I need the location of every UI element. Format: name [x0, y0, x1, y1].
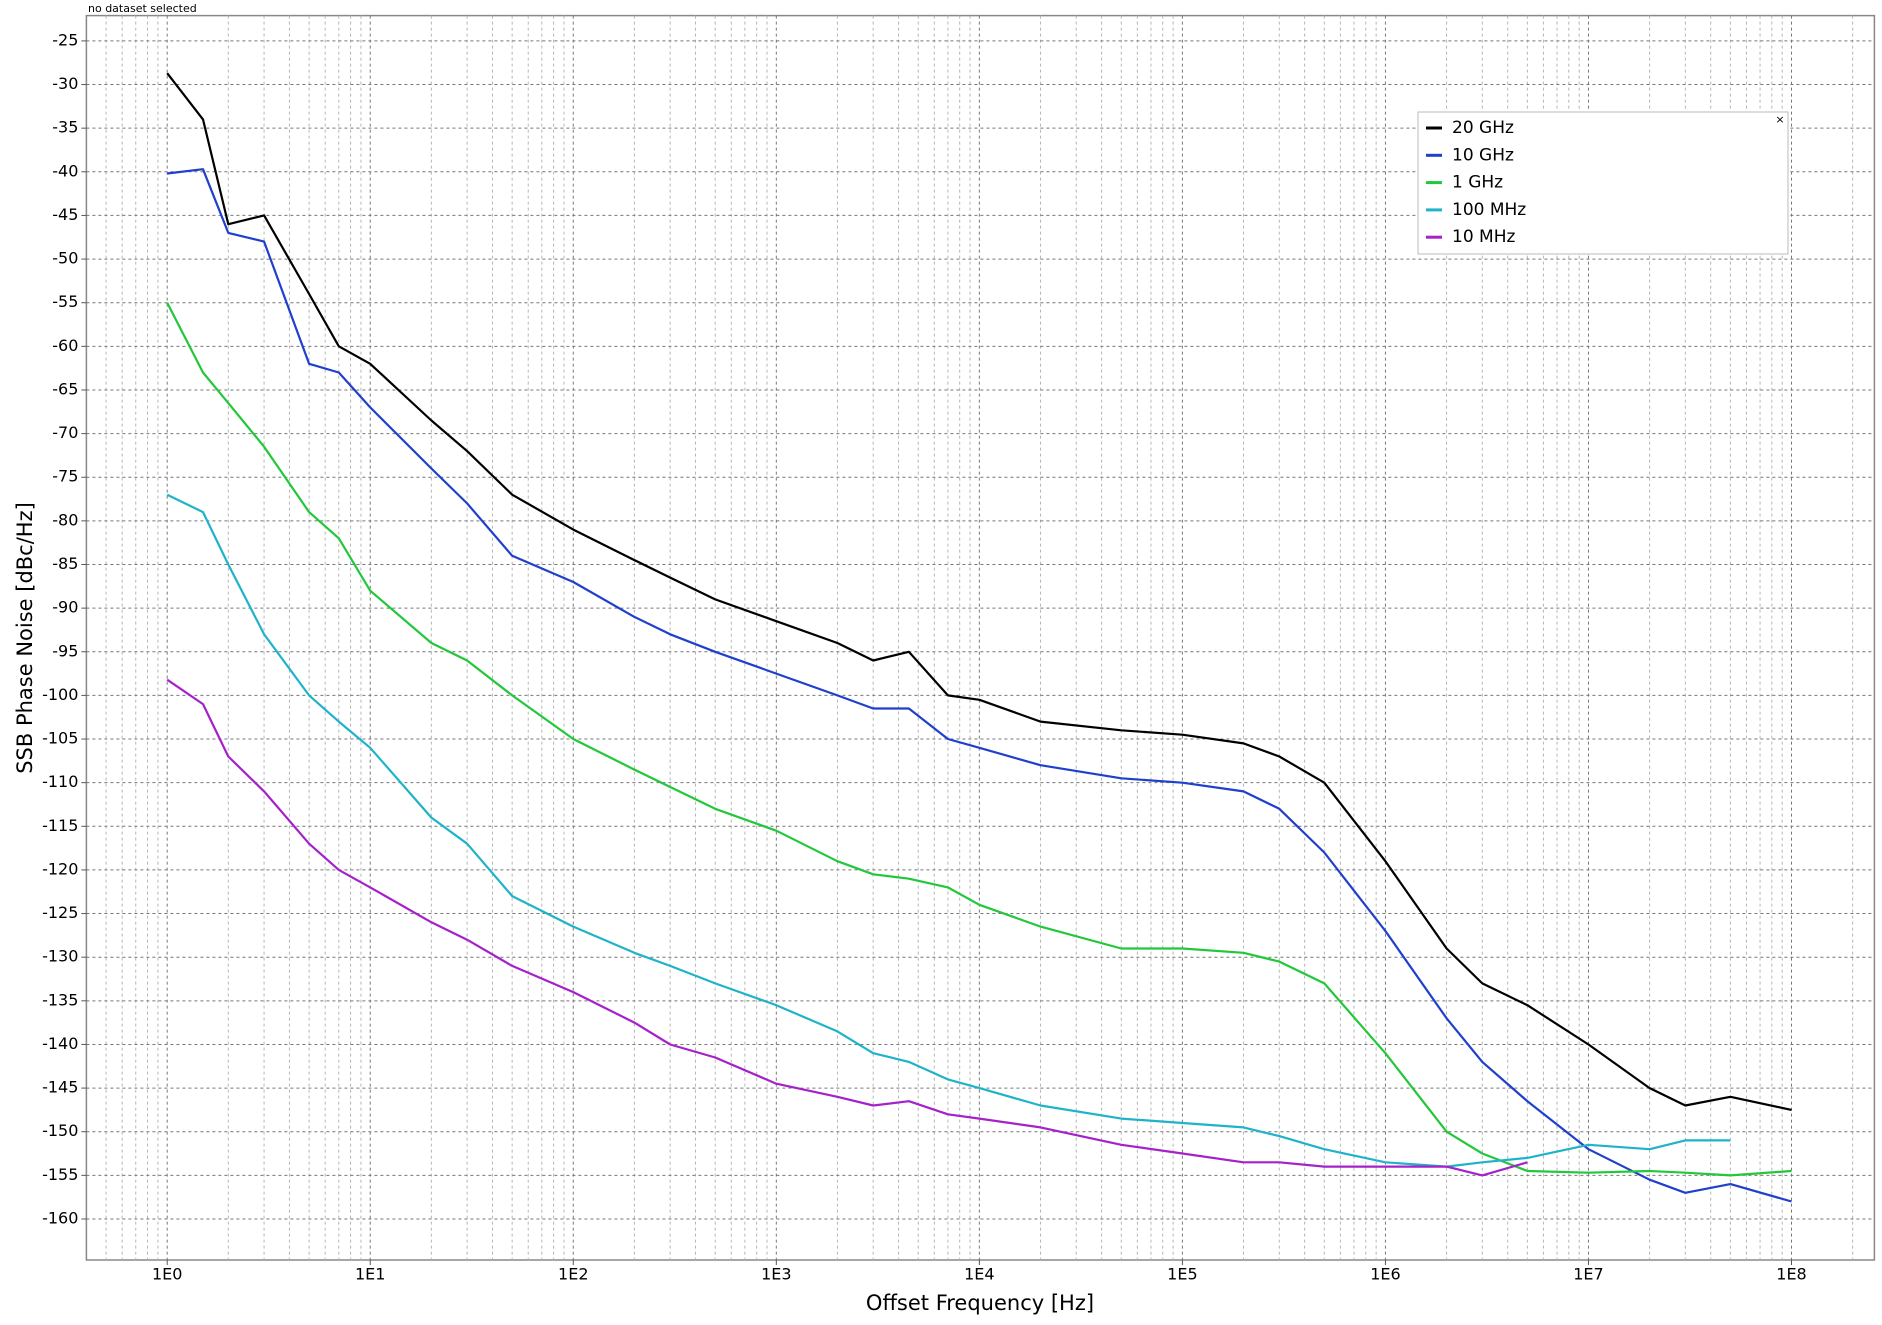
legend-close[interactable]: ×: [1775, 113, 1784, 126]
y-tick-label: -65: [52, 379, 78, 398]
legend-label: 1 GHz: [1452, 173, 1503, 193]
legend-label: 100 MHz: [1452, 200, 1526, 220]
y-tick-label: -85: [52, 554, 78, 573]
x-tick-label: 1E0: [152, 1265, 182, 1284]
legend-label: 20 GHz: [1452, 118, 1514, 138]
y-tick-label: -70: [52, 423, 78, 442]
y-tick-label: -120: [42, 859, 78, 878]
x-tick-label: 1E1: [355, 1265, 385, 1284]
series-line: [166, 493, 1731, 1168]
y-axis-label: SSB Phase Noise [dBc/Hz]: [13, 502, 37, 774]
x-tick-label: 1E3: [761, 1265, 791, 1284]
y-tick-label: -25: [52, 30, 78, 49]
y-tick-label: -30: [52, 74, 78, 93]
x-tick-label: 1E5: [1167, 1265, 1197, 1284]
series-line: [166, 72, 1792, 1111]
y-tick-label: -110: [42, 772, 78, 791]
y-tick-label: -160: [42, 1208, 78, 1227]
y-tick-label: -130: [42, 947, 78, 966]
y-tick-label: -95: [52, 641, 78, 660]
series-line: [166, 302, 1792, 1177]
x-tick-label: 1E4: [964, 1265, 994, 1284]
y-tick-label: -75: [52, 467, 78, 486]
y-tick-label: -60: [52, 336, 78, 355]
y-tick-label: -55: [52, 292, 78, 311]
y-tick-label: -80: [52, 510, 78, 529]
x-tick-label: 1E7: [1573, 1265, 1603, 1284]
y-tick-label: -150: [42, 1121, 78, 1140]
y-tick-label: -100: [42, 685, 78, 704]
x-tick-label: 1E6: [1370, 1265, 1400, 1284]
series-line: [166, 678, 1528, 1177]
legend[interactable]: × 20 GHz 10 GHz 1 GHz 100 MHz 10 MHz: [1417, 111, 1789, 255]
x-axis-label: Offset Frequency [Hz]: [866, 1291, 1094, 1315]
y-tick-label: -105: [42, 729, 78, 748]
y-tick-label: -125: [42, 903, 78, 922]
legend-box: [1417, 111, 1789, 255]
status-text: no dataset selected: [88, 2, 197, 15]
y-tick-label: -50: [52, 249, 78, 268]
series-line: [167, 168, 1792, 1203]
grid: [81, 15, 1875, 1265]
y-tick-label: -40: [52, 161, 78, 180]
x-tick-label: 1E2: [558, 1265, 588, 1284]
x-tick-label: 1E8: [1776, 1265, 1806, 1284]
y-tick-label: -155: [42, 1165, 78, 1184]
legend-label: 10 GHz: [1452, 145, 1514, 165]
lines: [166, 72, 1792, 1203]
y-tick-label: -45: [52, 205, 78, 224]
y-tick-label: -115: [42, 816, 78, 835]
y-tick-label: -135: [42, 990, 78, 1009]
y-tick-label: -35: [52, 118, 78, 137]
legend-label: 10 MHz: [1452, 227, 1515, 247]
y-tick-label: -145: [42, 1078, 78, 1097]
y-tick-label: -140: [42, 1034, 78, 1053]
y-tick-label: -90: [52, 598, 78, 617]
